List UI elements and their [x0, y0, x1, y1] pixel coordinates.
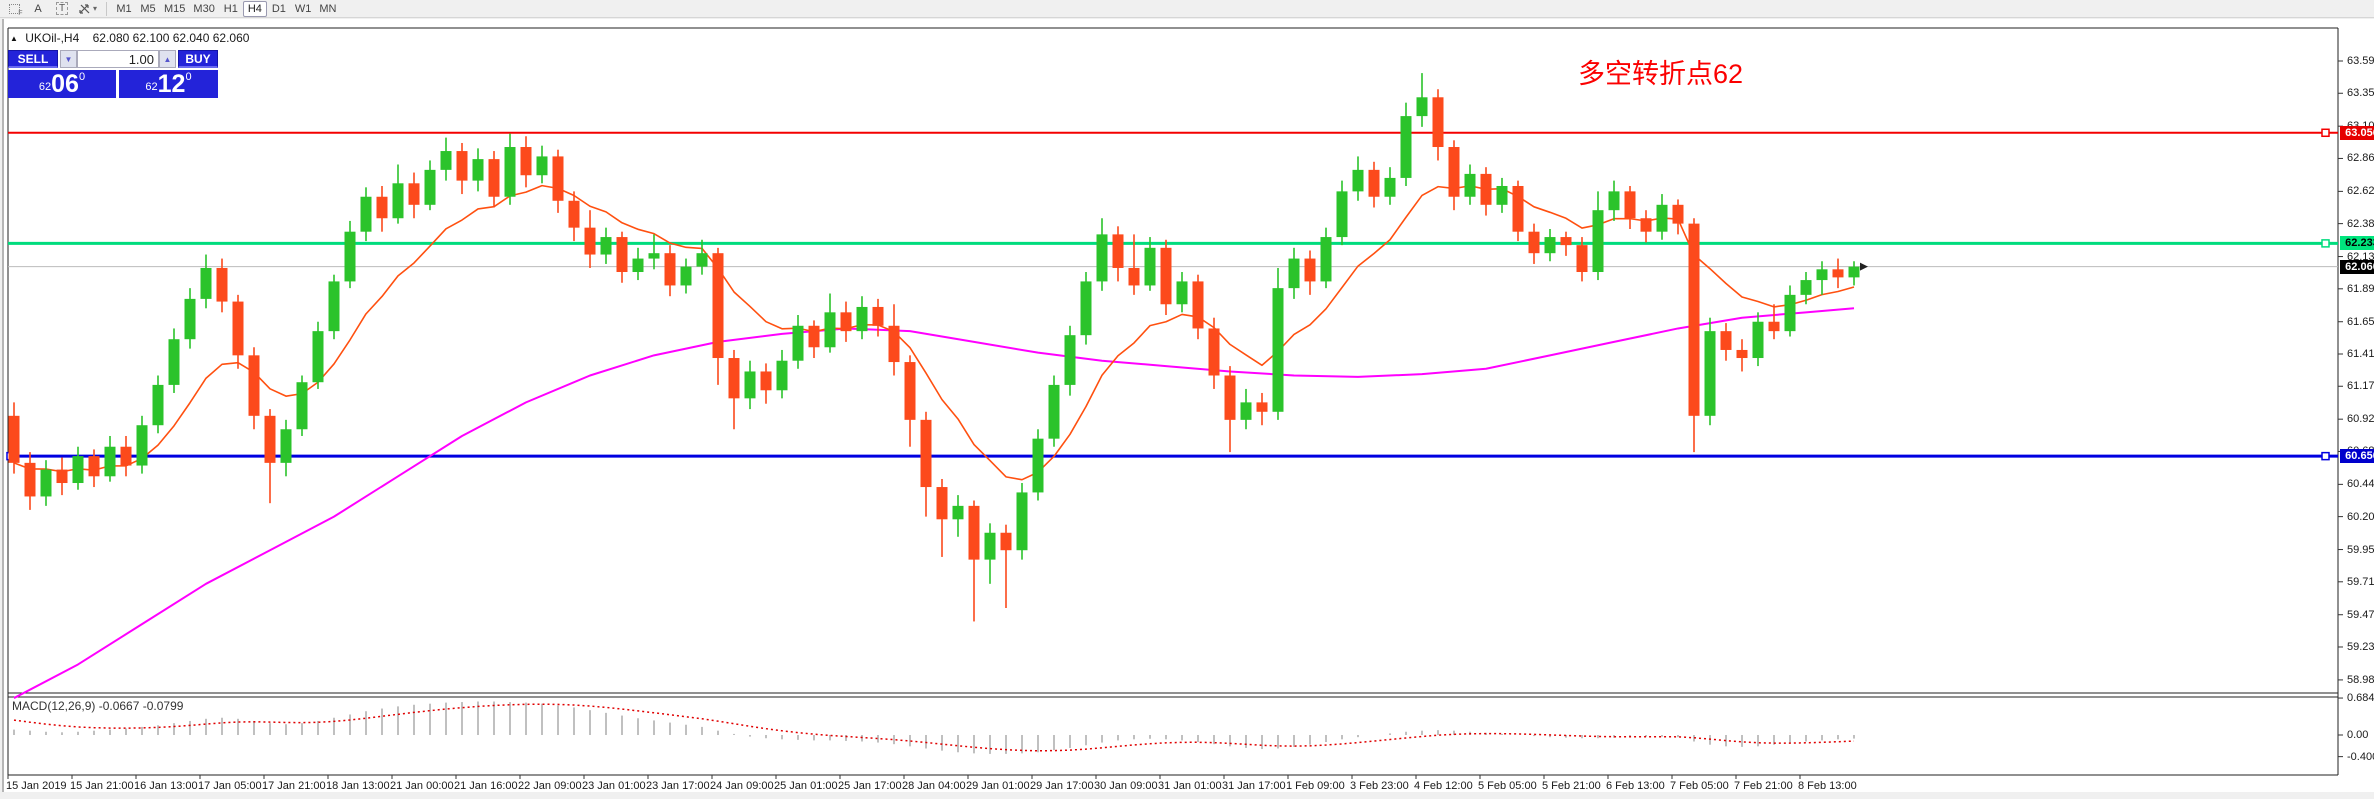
dotted-box-icon: F: [8, 3, 23, 17]
time-tick-label: 16 Jan 13:00: [134, 780, 198, 792]
time-tick-label: 15 Jan 2019: [6, 780, 67, 792]
time-tick-label: 30 Jan 09:00: [1094, 780, 1158, 792]
symbol-timeframe-label: UKOil-,H4: [25, 31, 80, 45]
chart-header: ▲ UKOil-,H4 62.080 62.100 62.040 62.060: [10, 31, 249, 45]
sell-button[interactable]: SELL: [8, 50, 58, 68]
collapse-icon[interactable]: ▲: [10, 34, 18, 43]
time-tick-label: 22 Jan 09:00: [518, 780, 582, 792]
buy-button[interactable]: BUY: [178, 50, 218, 68]
volume-input[interactable]: 1.00: [77, 50, 159, 68]
time-tick-label: 15 Jan 21:00: [70, 780, 134, 792]
time-tick-label: 31 Jan 17:00: [1222, 780, 1286, 792]
time-tick-label: 8 Feb 13:00: [1798, 780, 1857, 792]
sell-price-sup: 0: [78, 71, 86, 83]
time-tick-label: 25 Jan 17:00: [838, 780, 902, 792]
time-tick-label: 23 Jan 17:00: [646, 780, 710, 792]
price-tick-label: 61.650: [2347, 315, 2374, 328]
price-line-tag: 62.233: [2340, 236, 2374, 251]
one-click-trade-panel: SELL ▼ 1.00 ▲ BUY 62 06 0 62 12 0: [8, 50, 220, 98]
price-tick-label: 61.170: [2347, 380, 2374, 393]
time-tick-label: 3 Feb 23:00: [1350, 780, 1409, 792]
timeframe-button-M15[interactable]: M15: [164, 2, 186, 15]
text-t-tool-icon[interactable]: T: [50, 1, 74, 17]
price-tick-label: 60.925: [2347, 413, 2374, 426]
sell-price-prefix: 62: [38, 81, 52, 93]
time-tick-label: 21 Jan 00:00: [390, 780, 454, 792]
timeframe-button-H4[interactable]: H4: [242, 0, 267, 17]
macd-tick-label: 0.00: [2347, 729, 2369, 741]
price-tick-label: 58.985: [2347, 673, 2374, 686]
time-tick-label: 7 Feb 21:00: [1734, 780, 1793, 792]
chart-text-annotation: 多空转折点62: [1578, 59, 1744, 89]
price-tick-label: 63.590: [2347, 55, 2374, 67]
price-line-tag: 62.060: [2340, 259, 2374, 274]
time-tick-label: 31 Jan 01:00: [1158, 780, 1222, 792]
text-a-tool-icon[interactable]: A: [34, 2, 42, 15]
price-tick-label: 59.470: [2347, 608, 2374, 621]
macd-tick-label: -0.4006: [2347, 750, 2374, 763]
price-line-tag: 63.056: [2340, 125, 2374, 140]
time-tick-label: 7 Feb 05:00: [1670, 780, 1729, 792]
timeframe-button-MN[interactable]: MN: [319, 2, 337, 15]
timeframe-button-M1[interactable]: M1: [116, 2, 132, 15]
timeframe-button-D1[interactable]: D1: [271, 2, 286, 15]
volume-increase-button[interactable]: ▲: [159, 50, 176, 68]
ohlc-values: 62.080 62.100 62.040 62.060: [92, 31, 250, 45]
price-tick-label: 60.440: [2347, 478, 2374, 491]
sell-price-panel[interactable]: 62 06 0: [8, 70, 116, 98]
time-tick-label: 24 Jan 09:00: [710, 780, 774, 792]
macd-tick-label: 0.6844: [2347, 692, 2374, 705]
price-tick-label: 60.200: [2347, 510, 2374, 523]
price-tick-label: 62.620: [2347, 185, 2374, 198]
buy-price-sup: 0: [185, 71, 192, 83]
timeframe-button-W1[interactable]: W1: [294, 2, 312, 15]
time-tick-label: 5 Feb 05:00: [1478, 780, 1537, 792]
time-tick-label: 21 Jan 16:00: [454, 780, 518, 792]
time-tick-label: 4 Feb 12:00: [1414, 780, 1473, 792]
time-tick-label: 17 Jan 21:00: [262, 780, 326, 792]
time-tick-label: 1 Feb 09:00: [1286, 780, 1345, 792]
time-tick-label: 29 Jan 01:00: [966, 780, 1030, 792]
price-tick-label: 62.865: [2347, 152, 2374, 165]
time-tick-label: 23 Jan 01:00: [582, 780, 646, 792]
price-tick-label: 61.410: [2347, 347, 2374, 360]
toolbar: F A T ▾ M1 M5 M15 M30 H1 H4 D1 W1 MN: [0, 0, 2374, 18]
timeframe-button-M5[interactable]: M5: [140, 2, 156, 15]
time-tick-label: 28 Jan 04:00: [902, 780, 966, 792]
price-tick-label: 63.350: [2347, 87, 2374, 100]
price-tick-label: 59.715: [2347, 575, 2374, 588]
price-tick-label: 62.380: [2347, 217, 2374, 230]
buy-price-big: 12: [157, 70, 186, 98]
time-tick-label: 6 Feb 13:00: [1606, 780, 1665, 792]
timeframe-button-H1[interactable]: H1: [223, 2, 238, 15]
price-tick-label: 59.230: [2347, 640, 2374, 653]
price-tick-label: 62.135: [2347, 250, 2374, 263]
diagonal-arrows-icon: [79, 3, 90, 14]
time-tick-label: 25 Jan 01:00: [774, 780, 838, 792]
arrows-tool-button[interactable]: ▾: [74, 1, 101, 17]
volume-spinner: ▼ 1.00 ▲: [60, 50, 176, 68]
time-tick-label: 17 Jan 05:00: [198, 780, 262, 792]
chart-window[interactable]: [2, 19, 2374, 792]
chart-window-f-icon[interactable]: F: [2, 1, 26, 17]
buy-price-panel[interactable]: 62 12 0: [119, 70, 218, 98]
t-box-icon: T: [55, 2, 69, 15]
time-tick-label: 29 Jan 17:00: [1030, 780, 1094, 792]
toolbar-separator: [106, 1, 108, 16]
dropdown-caret-icon: ▾: [93, 4, 98, 13]
price-line-tag: 60.650: [2340, 449, 2374, 464]
time-tick-label: 18 Jan 13:00: [326, 780, 390, 792]
timeframe-group: M1 M5 M15 M30 H1 H4 D1 W1 MN: [112, 0, 340, 17]
time-tick-label: 5 Feb 21:00: [1542, 780, 1601, 792]
volume-decrease-button[interactable]: ▼: [60, 50, 77, 68]
price-tick-label: 61.895: [2347, 282, 2374, 295]
macd-indicator-label: MACD(12,26,9) -0.0667 -0.0799: [12, 699, 184, 713]
timeframe-button-M30[interactable]: M30: [193, 2, 215, 15]
buy-price-prefix: 62: [145, 81, 158, 93]
price-tick-label: 59.955: [2347, 543, 2374, 556]
sell-price-big: 06: [51, 70, 79, 98]
